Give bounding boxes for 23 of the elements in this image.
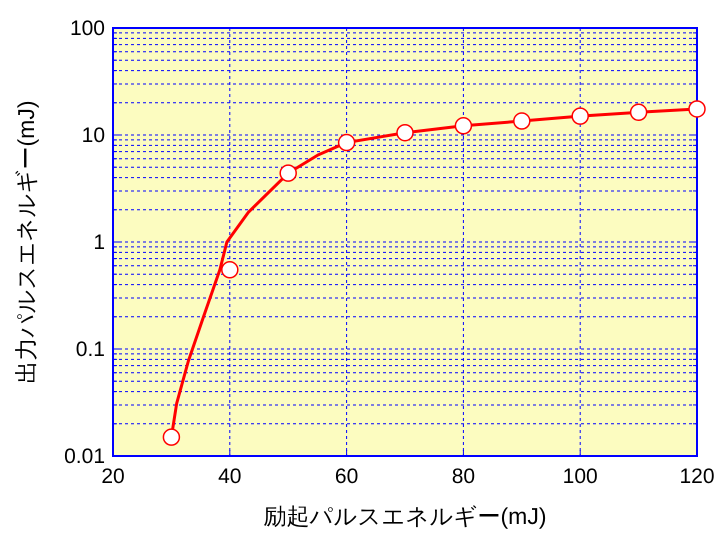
x-tick-label: 100 xyxy=(562,465,598,488)
x-axis-title: 励起パルスエネルギー(mJ) xyxy=(264,503,546,529)
x-tick-label: 60 xyxy=(334,465,358,488)
point xyxy=(454,117,472,135)
y-tick-label: 0.01 xyxy=(64,445,105,468)
point xyxy=(513,112,531,130)
point xyxy=(162,428,180,446)
y-axis-title: 出力パルスエネルギー(mJ) xyxy=(13,100,39,384)
y-tick-label: 0.1 xyxy=(76,338,105,361)
point xyxy=(279,164,297,182)
point xyxy=(688,100,706,118)
point xyxy=(396,124,414,142)
y-tick-label: 100 xyxy=(70,17,105,40)
y-tick-label: 10 xyxy=(82,124,105,147)
y-tick-label: 1 xyxy=(93,231,105,254)
point xyxy=(571,107,589,125)
x-tick-label: 80 xyxy=(452,465,476,488)
x-tick-label: 120 xyxy=(679,465,714,488)
x-tick-label: 20 xyxy=(101,465,125,488)
point xyxy=(338,134,356,152)
point xyxy=(221,261,239,279)
point xyxy=(630,104,648,122)
x-tick-label: 40 xyxy=(218,465,242,488)
